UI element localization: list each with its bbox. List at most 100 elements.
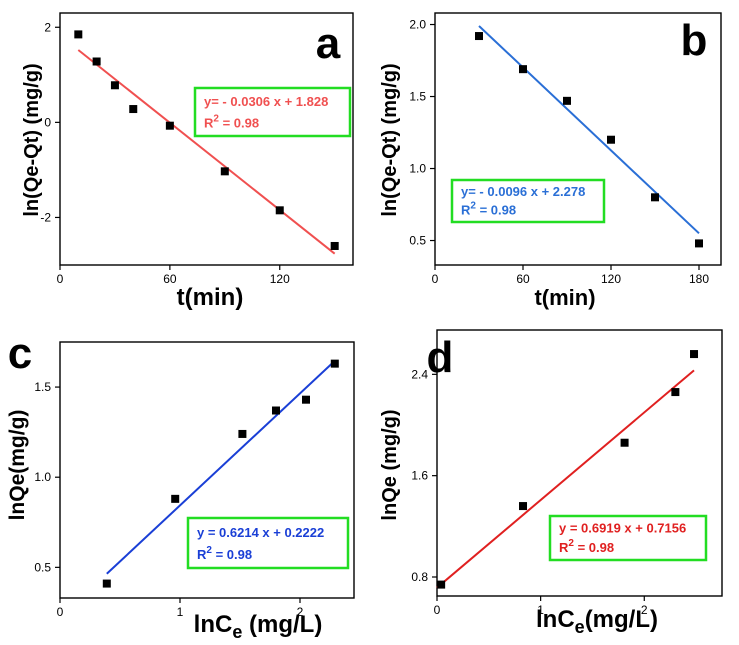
y-tick-label: 0.5 <box>34 560 51 574</box>
data-point <box>275 206 284 215</box>
equation-text: y= - 0.0306 x + 1.828 <box>204 94 328 109</box>
r-squared-value: = 0.98 <box>574 540 614 555</box>
y-tick-label: 1.0 <box>409 162 426 176</box>
y-tick-label: 0.8 <box>411 570 428 584</box>
y-tick-label: 2 <box>44 20 51 34</box>
data-point <box>671 388 680 397</box>
r-squared-prefix: R <box>204 115 214 130</box>
x-axis-title-unit: (mg/L) <box>242 611 322 638</box>
x-tick-label: 0 <box>434 603 441 617</box>
data-point <box>690 350 699 359</box>
equation-text: y = 0.6214 x + 0.2222 <box>197 525 324 540</box>
y-tick-label: 2.0 <box>409 18 426 32</box>
r-squared-sup: 2 <box>213 113 219 124</box>
data-point <box>171 494 180 503</box>
x-tick-label: 60 <box>516 272 530 286</box>
equation-box <box>186 516 350 570</box>
y-tick-label: 2.4 <box>411 367 428 381</box>
data-point <box>330 359 339 368</box>
data-point <box>607 135 615 144</box>
x-tick-label: 1 <box>537 603 544 617</box>
x-tick-label: 180 <box>689 272 709 286</box>
x-tick-label: 60 <box>163 272 177 286</box>
r-squared-sup: 2 <box>470 200 476 211</box>
fit-line <box>106 360 336 575</box>
plot-frame <box>436 329 723 597</box>
data-point <box>620 438 629 447</box>
r-squared-text: R2 = 0.98 <box>204 113 259 130</box>
y-axis-title: lnQe(mg/g) <box>6 410 29 521</box>
data-point <box>74 30 83 39</box>
y-tick-label: 1.5 <box>409 90 426 104</box>
x-axis-title: t(min) <box>534 285 595 310</box>
equation-text: y = 0.6919 x + 0.7156 <box>559 521 686 536</box>
r-squared-sup: 2 <box>206 545 212 556</box>
equation-box <box>450 178 606 224</box>
data-point <box>563 96 571 105</box>
data-point <box>238 429 247 438</box>
data-point <box>272 406 280 415</box>
y-tick-label: 1.0 <box>34 470 51 484</box>
r-squared-text: R2 = 0.98 <box>461 200 516 217</box>
data-point <box>129 105 138 114</box>
r-squared-value: = 0.98 <box>476 202 516 217</box>
x-axis-title-sub: e <box>575 617 585 637</box>
plot-frame <box>59 12 354 266</box>
x-tick-label: 1 <box>177 605 184 619</box>
data-point <box>102 579 111 588</box>
data-point <box>220 167 229 176</box>
x-tick-label: 0 <box>57 272 64 286</box>
r-squared-prefix: R <box>197 547 207 562</box>
fit-line <box>478 25 700 235</box>
y-tick-label: 1.6 <box>411 469 428 483</box>
x-tick-label: 120 <box>601 272 621 286</box>
panel-letter: a <box>316 19 341 68</box>
data-point <box>165 121 174 130</box>
r-squared-text: R2 = 0.98 <box>559 538 614 555</box>
data-point <box>110 81 119 90</box>
data-point <box>519 65 527 74</box>
x-tick-label: 2 <box>297 605 304 619</box>
data-point <box>475 32 483 41</box>
x-tick-label: 0 <box>57 605 64 619</box>
r-squared-prefix: R <box>461 202 471 217</box>
y-tick-label: 1.5 <box>34 380 51 394</box>
equation-box <box>193 86 352 138</box>
r-squared-value: = 0.98 <box>212 547 252 562</box>
x-axis-title: t(min) <box>177 284 244 311</box>
equation-box <box>548 514 708 562</box>
x-axis-title-main: lnC <box>194 611 233 638</box>
panel-letter: d <box>427 333 454 382</box>
y-axis-title: ln(Qe-Qt) (mg/g) <box>21 63 43 216</box>
r-squared-prefix: R <box>559 540 569 555</box>
y-tick-label: -2 <box>40 210 51 224</box>
panel-letter: c <box>8 329 32 378</box>
r-squared-text: R2 = 0.98 <box>197 545 252 562</box>
x-tick-label: 2 <box>641 603 648 617</box>
panel-letter: b <box>681 16 708 65</box>
data-point <box>651 193 659 202</box>
plot-frame <box>434 12 722 266</box>
fit-line <box>436 369 695 589</box>
data-point <box>437 580 446 589</box>
x-axis-title-main: lnC <box>536 606 575 633</box>
x-tick-label: 120 <box>270 272 290 286</box>
data-point <box>302 395 310 404</box>
data-point <box>92 57 101 66</box>
x-axis-title: lnCe(mg/L) <box>536 606 658 637</box>
y-tick-label: 0.5 <box>409 234 426 248</box>
r-squared-sup: 2 <box>568 538 574 549</box>
fit-line <box>77 49 336 255</box>
data-point <box>695 239 703 248</box>
y-axis-title: ln(Qe-Qt) (mg/g) <box>379 63 401 216</box>
data-point <box>519 502 528 511</box>
x-tick-label: 0 <box>432 272 439 286</box>
chart-panel-b: 0 60 120 180 0.5 1.0 1.5 2.0 b y= - 0.0096 x + 2.… <box>379 12 722 310</box>
x-axis-title-unit: (mg/L) <box>585 606 658 633</box>
data-point <box>330 241 339 250</box>
x-axis-title: lnCe (mg/L) <box>194 611 323 642</box>
